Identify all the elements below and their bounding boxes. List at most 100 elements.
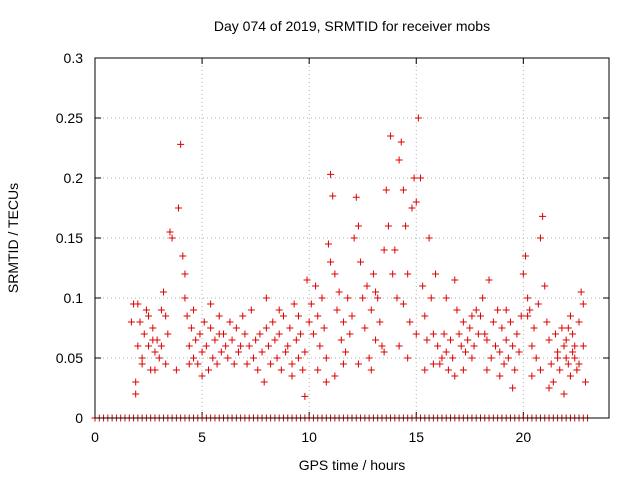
- data-point: [526, 306, 534, 314]
- data-point: [562, 354, 570, 362]
- data-point: [149, 324, 157, 332]
- data-point: [344, 294, 352, 302]
- data-point: [155, 354, 163, 362]
- data-point: [419, 282, 427, 290]
- y-axis-label: SRMTID / TECUs: [5, 182, 21, 294]
- data-point: [489, 318, 497, 326]
- data-point: [417, 174, 425, 182]
- data-point: [207, 300, 215, 308]
- data-point: [232, 324, 240, 332]
- data-point: [224, 354, 232, 362]
- y-tick-label: 0.25: [56, 110, 83, 126]
- data-point: [577, 288, 585, 296]
- data-point: [134, 300, 142, 308]
- data-point: [483, 336, 491, 344]
- data-point: [481, 330, 489, 338]
- data-point: [314, 312, 322, 320]
- data-point: [429, 330, 437, 338]
- data-point: [209, 354, 217, 362]
- data-point: [466, 324, 474, 332]
- data-point: [372, 288, 380, 296]
- data-point: [573, 366, 581, 374]
- data-point: [496, 372, 504, 380]
- data-point: [190, 306, 198, 314]
- data-point: [382, 186, 390, 194]
- data-point: [502, 306, 510, 314]
- data-point: [519, 270, 527, 278]
- data-point: [581, 378, 589, 386]
- data-point: [528, 342, 536, 350]
- data-point: [217, 348, 225, 356]
- data-point: [543, 318, 551, 326]
- data-point: [569, 330, 577, 338]
- data-point: [541, 282, 549, 290]
- data-point: [511, 366, 519, 374]
- data-point: [166, 228, 174, 236]
- data-point: [575, 318, 583, 326]
- data-point: [575, 360, 583, 368]
- y-tick-label: 0.3: [64, 50, 84, 66]
- data-point: [140, 330, 148, 338]
- data-point: [427, 294, 435, 302]
- data-point: [284, 342, 292, 350]
- data-point: [451, 276, 459, 284]
- data-point: [517, 312, 525, 320]
- data-point: [168, 234, 176, 242]
- data-point: [307, 300, 315, 308]
- data-point: [534, 300, 542, 308]
- data-point: [412, 330, 420, 338]
- data-point: [331, 270, 339, 278]
- data-point: [545, 336, 553, 344]
- data-point: [500, 360, 508, 368]
- data-point: [226, 318, 234, 326]
- data-point: [260, 378, 268, 386]
- data-point: [339, 360, 347, 368]
- data-point: [254, 366, 262, 374]
- data-point: [468, 354, 476, 362]
- data-point: [384, 222, 392, 230]
- data-point: [554, 348, 562, 356]
- data-point: [194, 360, 202, 368]
- x-axis-label: GPS time / hours: [298, 457, 406, 473]
- data-point: [348, 312, 356, 320]
- x-tick-label: 20: [516, 429, 532, 445]
- data-point: [558, 324, 566, 332]
- data-point: [429, 360, 437, 368]
- data-point: [243, 360, 251, 368]
- data-point: [468, 312, 476, 320]
- data-point: [374, 294, 382, 302]
- data-point: [376, 318, 384, 326]
- data-point: [410, 174, 418, 182]
- data-point: [387, 132, 395, 140]
- data-point: [425, 234, 433, 242]
- data-point: [455, 330, 463, 338]
- data-point: [562, 336, 570, 344]
- data-point: [391, 246, 399, 254]
- data-point: [160, 288, 168, 296]
- data-point: [162, 312, 170, 320]
- data-point: [404, 354, 412, 362]
- data-point: [339, 318, 347, 326]
- data-point: [303, 276, 311, 284]
- data-point: [175, 204, 183, 212]
- data-point: [502, 336, 510, 344]
- data-point: [378, 342, 386, 350]
- data-point: [215, 312, 223, 320]
- data-point: [459, 366, 467, 374]
- data-point: [314, 366, 322, 374]
- data-point: [449, 354, 457, 362]
- y-tick-label: 0: [75, 410, 83, 426]
- data-point: [142, 306, 150, 314]
- data-point: [399, 300, 407, 308]
- data-point: [333, 306, 341, 314]
- data-point: [132, 378, 140, 386]
- x-tick-label: 5: [198, 429, 206, 445]
- data-point: [556, 366, 564, 374]
- data-point: [273, 354, 281, 362]
- data-point: [275, 330, 283, 338]
- data-point: [239, 312, 247, 320]
- data-point: [506, 318, 514, 326]
- data-point: [547, 360, 555, 368]
- data-point: [569, 348, 577, 356]
- data-point: [190, 354, 198, 362]
